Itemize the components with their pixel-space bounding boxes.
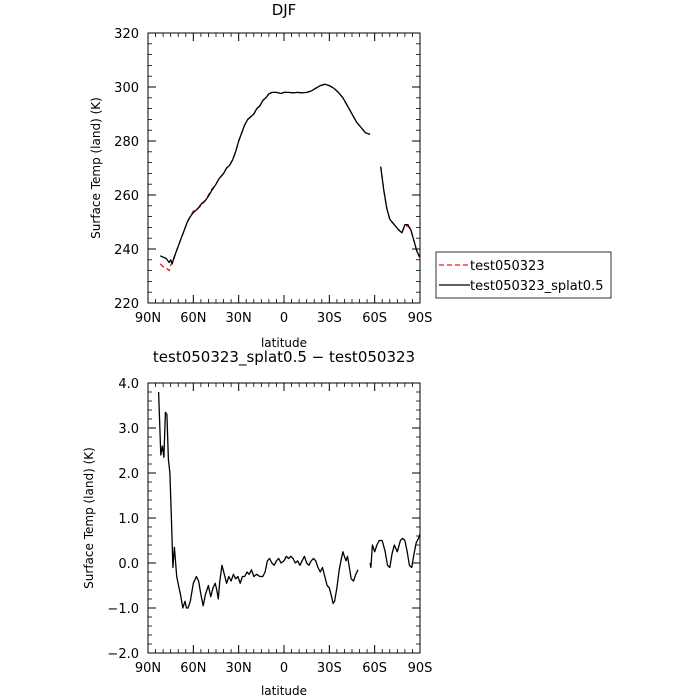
- bottom-plot-area: 90N 60N 30N 0 30S 60S 90S −2.0 −1.0 0.0 1.0 2.0 3.0 4…: [107, 377, 432, 676]
- top-y-tick-label: 260: [114, 189, 139, 204]
- top-series-1-line-segment-0: [159, 83, 371, 265]
- bottom-y-tick-label: 3.0: [118, 422, 139, 437]
- bottom-x-tick-label: 60N: [180, 661, 206, 676]
- bottom-x-tick-label: 60S: [362, 661, 387, 676]
- top-series-0-line-segment-1: [380, 166, 421, 259]
- bottom-ylabel: Surface Temp (land) (K): [82, 447, 96, 589]
- top-plot-area: 90N 60N 30N 0 30S 60S 90S 220 240 260 280 300 320: [114, 27, 432, 326]
- bottom-x-tick-label: 0: [280, 661, 288, 676]
- legend-label-splat: test050323_splat0.5: [470, 279, 603, 294]
- top-series-1-line-segment-1: [380, 166, 421, 258]
- bottom-x-tick-label: 90N: [135, 661, 161, 676]
- top-xlabel: latitude: [261, 336, 307, 350]
- top-x-tick-label: 30S: [317, 311, 342, 326]
- top-y-tick-label: 280: [114, 135, 139, 150]
- bottom-frame: [147, 382, 421, 654]
- bottom-xlabel: latitude: [261, 684, 307, 698]
- legend-box: [435, 251, 612, 299]
- top-frame: [147, 32, 421, 304]
- legend: test050323 test050323_splat0.5: [435, 251, 612, 299]
- top-title: DJF: [272, 1, 297, 19]
- bottom-y-tick-label: −2.0: [107, 647, 139, 662]
- top-x-tick-label: 60N: [180, 311, 206, 326]
- bottom-y-tick-label: 0.0: [118, 557, 139, 572]
- top-x-tick-label: 30N: [226, 311, 252, 326]
- bottom-y-tick-label: 4.0: [118, 377, 139, 392]
- bottom-series-0-line-segment-0: [157, 391, 359, 609]
- top-panel: DJF 90N 60N 30N 0 30S 60S 90S 220 240 260 280 300 32…: [89, 1, 612, 350]
- top-x-tick-label: 90S: [408, 311, 433, 326]
- top-x-tick-label: 0: [280, 311, 288, 326]
- bottom-x-tick-label: 90S: [408, 661, 433, 676]
- top-x-tick-label: 60S: [362, 311, 387, 326]
- bottom-series-0-line-segment-1: [369, 533, 421, 569]
- top-ylabel: Surface Temp (land) (K): [89, 97, 103, 239]
- bottom-title: test050323_splat0.5 − test050323: [153, 348, 415, 367]
- bottom-x-tick-label: 30S: [317, 661, 342, 676]
- top-y-tick-label: 240: [114, 243, 139, 258]
- bottom-y-tick-label: 1.0: [118, 512, 139, 527]
- bottom-panel: test050323_splat0.5 − test050323 90N 60N 3…: [82, 348, 432, 698]
- top-series-0-line-segment-0: [159, 83, 371, 272]
- bottom-y-tick-label: −1.0: [107, 602, 139, 617]
- top-y-tick-label: 300: [114, 81, 139, 96]
- top-x-tick-label: 90N: [135, 311, 161, 326]
- top-y-tick-label: 220: [114, 297, 139, 312]
- legend-label-test050323: test050323: [470, 259, 545, 274]
- top-y-tick-label: 320: [114, 27, 139, 42]
- bottom-x-tick-label: 30N: [226, 661, 252, 676]
- bottom-y-tick-label: 2.0: [118, 467, 139, 482]
